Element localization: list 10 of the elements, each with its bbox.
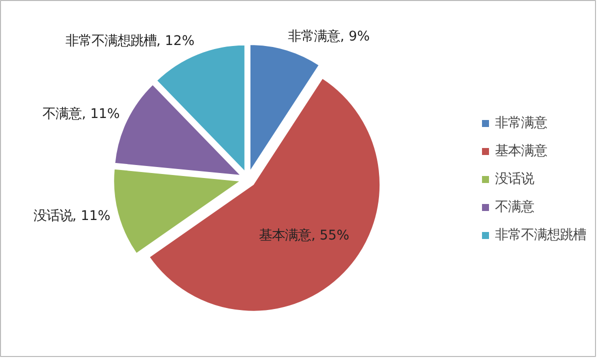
data-label: 非常不满想跳槽, 12% bbox=[65, 34, 194, 50]
legend-label: 非常满意 bbox=[495, 114, 547, 132]
legend-label: 没话说 bbox=[495, 170, 534, 188]
data-label: 不满意, 11% bbox=[42, 107, 120, 122]
legend-label: 不满意 bbox=[495, 198, 534, 216]
legend-label: 基本满意 bbox=[495, 142, 547, 160]
data-label: 基本满意, 55% bbox=[259, 228, 350, 244]
legend-label: 非常不满想跳槽 bbox=[495, 226, 586, 244]
data-label: 非常满意, 9% bbox=[288, 30, 370, 45]
data-label: 没话说, 11% bbox=[33, 209, 110, 224]
